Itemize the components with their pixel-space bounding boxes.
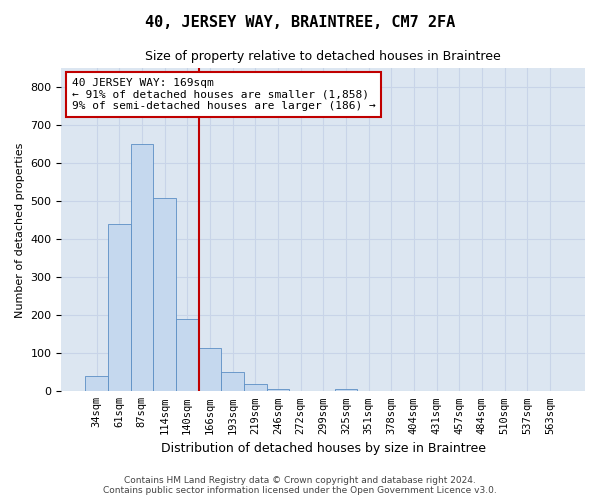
Bar [176,319,199,392]
Text: 40 JERSEY WAY: 169sqm
← 91% of detached houses are smaller (1,858)
9% of semi-de: 40 JERSEY WAY: 169sqm ← 91% of detached … [72,78,376,111]
Bar [335,390,357,392]
Title: Size of property relative to detached houses in Braintree: Size of property relative to detached ho… [145,50,501,63]
Bar [244,384,266,392]
Bar [85,376,108,392]
Bar [108,224,131,392]
Bar [131,144,153,392]
Bar [153,198,176,392]
Y-axis label: Number of detached properties: Number of detached properties [15,142,25,318]
Bar [199,348,221,392]
Bar [221,372,244,392]
X-axis label: Distribution of detached houses by size in Braintree: Distribution of detached houses by size … [161,442,486,455]
Text: 40, JERSEY WAY, BRAINTREE, CM7 2FA: 40, JERSEY WAY, BRAINTREE, CM7 2FA [145,15,455,30]
Bar [266,390,289,392]
Text: Contains HM Land Registry data © Crown copyright and database right 2024.
Contai: Contains HM Land Registry data © Crown c… [103,476,497,495]
